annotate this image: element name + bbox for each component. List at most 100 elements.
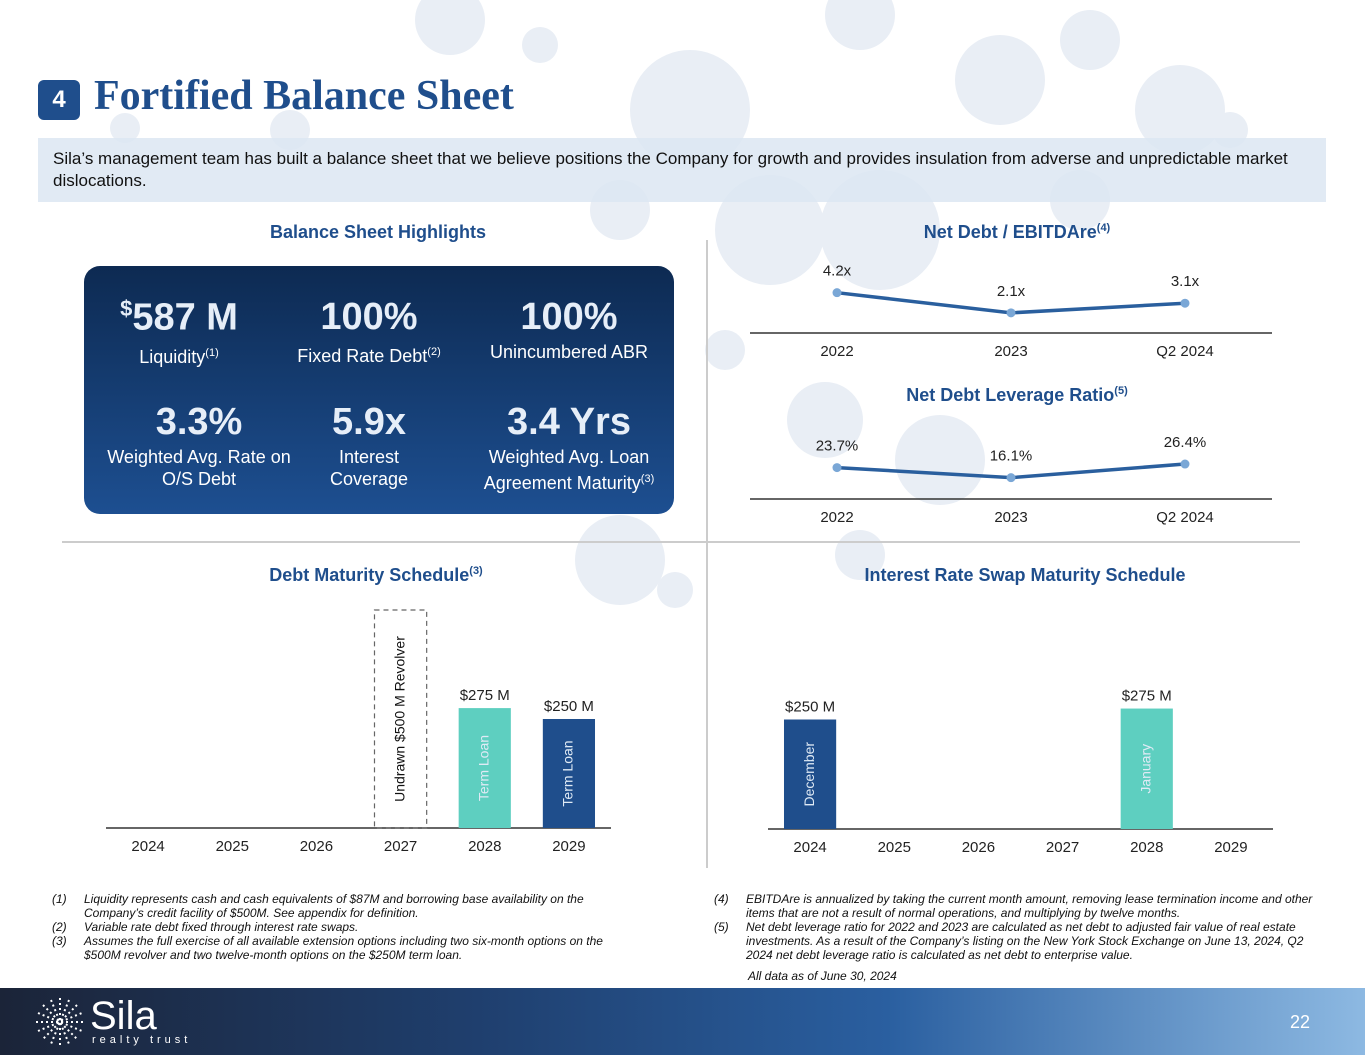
- bar: [1120, 708, 1173, 829]
- x-tick-label: 2027: [1046, 839, 1079, 856]
- chart-title: Net Debt / EBITDAre(4): [817, 222, 1217, 243]
- footer-bar: Sila realty trust 22: [0, 988, 1365, 1055]
- title-note: (5): [1114, 385, 1128, 397]
- highlight-label: Interest Coverage: [314, 446, 424, 490]
- highlights-title: Balance Sheet Highlights: [269, 222, 487, 242]
- highlight: 100% Unincumbered ABR: [489, 296, 649, 363]
- value-prefix: $: [120, 296, 133, 321]
- highlights-panel: $587 M Liquidity(1) 100% Fixed Rate Debt(2)…: [84, 266, 674, 514]
- value-label: $250 M: [544, 698, 594, 715]
- point: [832, 463, 842, 473]
- logo-mark: [36, 998, 84, 1046]
- value-text: 587 M: [132, 296, 238, 339]
- footnote-marker: (3): [52, 934, 67, 948]
- footnote-text: Net debt leverage ratio for 2022 and 202…: [746, 920, 1304, 962]
- x-tick-label: 2024: [793, 839, 826, 856]
- highlight-value: 5.9x: [314, 401, 424, 444]
- highlight-value: 3.4 Yrs: [469, 401, 669, 444]
- bar: [542, 719, 596, 828]
- footnote: (4) EBITDAre is annualized by taking the …: [714, 892, 1314, 920]
- label-text: Unincumbered ABR: [489, 342, 649, 362]
- footnote-marker: (1): [52, 892, 67, 906]
- value-text: 5.9x: [332, 401, 406, 443]
- title-text: Interest Rate Swap Maturity Schedule: [864, 565, 1186, 585]
- x-tick-label: Q2 2024: [1156, 343, 1214, 360]
- divider: [706, 240, 708, 868]
- slide-title: Fortified Balance Sheet: [94, 73, 514, 119]
- footnote: (2) Variable rate debt fixed through inte…: [52, 920, 642, 934]
- x-tick-label: 2024: [131, 838, 164, 855]
- value-label: $275 M: [1122, 688, 1172, 705]
- bar: [458, 708, 511, 828]
- x-tick-label: 2023: [994, 343, 1027, 360]
- label-text: Weighted Avg. Rate on O/S Debt: [107, 447, 291, 489]
- footnote-text: Liquidity represents cash and cash equiv…: [84, 892, 584, 920]
- footnote: (5) Net debt leverage ratio for 2022 and …: [714, 920, 1314, 962]
- value-label: 16.1%: [990, 448, 1033, 465]
- point: [1006, 308, 1016, 318]
- point: [1006, 473, 1016, 483]
- value-label: 2.1x: [997, 283, 1026, 300]
- label-text: Interest Coverage: [329, 447, 409, 489]
- x-tick-label: 2022: [820, 509, 853, 526]
- footnotes: (1) Liquidity represents cash and cash eq…: [52, 892, 642, 962]
- x-tick-label: 2025: [878, 839, 911, 856]
- highlight-value: 3.3%: [99, 401, 299, 444]
- title-text: Net Debt / EBITDAre: [923, 222, 1097, 242]
- chart-title: Debt Maturity Schedule(3): [176, 565, 576, 586]
- bar-label: January: [1137, 744, 1153, 794]
- x-tick-label: Q2 2024: [1156, 509, 1214, 526]
- logo-tagline: realty trust: [92, 1034, 192, 1046]
- highlight-label: Unincumbered ABR: [489, 341, 649, 363]
- label-text: Weighted Avg. Loan Agreement Maturity: [483, 447, 650, 493]
- bar: [783, 719, 837, 829]
- value-text: 100%: [520, 296, 618, 338]
- highlight: 100% Fixed Rate Debt(2): [279, 296, 459, 367]
- chart: 2022 2023 Q2 2024 4.2x 2.1x 3.1x: [750, 263, 1272, 360]
- value-label: 26.4%: [1164, 434, 1207, 451]
- highlight-value: $587 M: [104, 296, 254, 340]
- x-tick-label: 2028: [468, 838, 501, 855]
- highlight: 5.9x Interest Coverage: [314, 401, 424, 490]
- highlight-label: Fixed Rate Debt(2): [279, 341, 459, 367]
- bar-label: Term Loan: [475, 735, 491, 801]
- highlight-label: Weighted Avg. Rate on O/S Debt: [99, 446, 299, 490]
- footnote-marker: (5): [714, 920, 729, 934]
- value-label: 3.1x: [1171, 273, 1200, 290]
- chart: 2022 2023 Q2 2024 23.7% 16.1% 26.4%: [750, 434, 1272, 526]
- value-text: 3.4 Yrs: [507, 401, 631, 443]
- value-label: $275 M: [460, 687, 510, 704]
- footnote: (3) Assumes the full exercise of all avai…: [52, 934, 642, 962]
- x-tick-label: 2026: [300, 838, 333, 855]
- x-tick-label: 2026: [962, 839, 995, 856]
- x-tick-label: 2027: [384, 838, 417, 855]
- x-tick-label: 2029: [1214, 839, 1247, 856]
- value-label: 23.7%: [816, 438, 859, 455]
- chart-title: Net Debt Leverage Ratio(5): [817, 385, 1217, 406]
- x-tick-label: 2023: [994, 509, 1027, 526]
- label-text: Liquidity: [139, 346, 206, 367]
- x-tick-label: 2029: [552, 838, 585, 855]
- footnote-marker: (2): [52, 920, 67, 934]
- x-tick-label: 2025: [216, 838, 249, 855]
- x-tick-label: 2022: [820, 343, 853, 360]
- bar-label: Term Loan: [560, 740, 576, 806]
- divider: [62, 541, 1300, 543]
- point: [1180, 459, 1190, 469]
- value-label: $250 M: [785, 698, 835, 715]
- highlight: 3.3% Weighted Avg. Rate on O/S Debt: [99, 401, 299, 490]
- highlight-value: 100%: [489, 296, 649, 339]
- footnote: (1) Liquidity represents cash and cash eq…: [52, 892, 642, 920]
- intro-text: Sila’s management team has built a balan…: [38, 138, 1326, 202]
- chart: 2024 2025 2026 2027 2028 2029 Undrawn $500 M R…: [106, 609, 611, 855]
- highlight-label: Liquidity(1): [104, 342, 254, 368]
- chart: 2024 2025 2026 2027 2028 2029 December $250 M Ja…: [768, 688, 1273, 856]
- highlight-label: Weighted Avg. Loan Agreement Maturity(3): [469, 446, 669, 494]
- title-note: (3): [469, 565, 483, 577]
- value-label: 4.2x: [823, 263, 852, 280]
- page-number: 22: [1290, 1012, 1311, 1032]
- value-text: 100%: [320, 296, 418, 338]
- footnote-marker: (4): [714, 892, 729, 906]
- title-note: (4): [1096, 222, 1111, 234]
- x-tick-label: 2028: [1130, 839, 1163, 856]
